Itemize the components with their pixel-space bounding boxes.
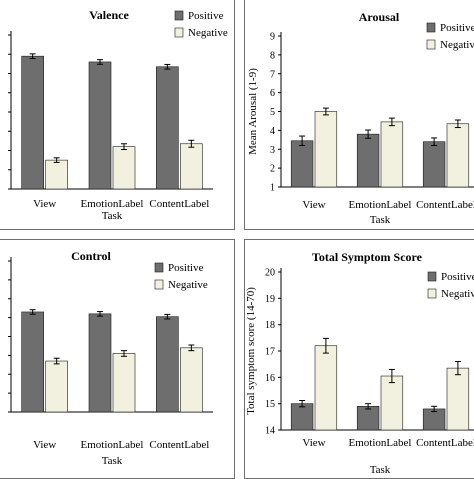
x-category-label: View [33,198,56,210]
y-tick-label: 20 [265,268,275,279]
bar-positive-emotionlabel [356,406,380,431]
bar-negative-view [45,360,68,413]
bar-positive-emotionlabel [88,313,112,413]
bar-positive-contentlabel [422,141,446,188]
bar-negative-emotionlabel [380,121,404,188]
x-category-label: EmotionLabel [349,437,412,449]
legend-swatch-negative [154,279,164,290]
legend-label-positive: Positive [168,262,204,274]
bar-positive-emotionlabel [88,61,112,190]
x-axis-label: Task [102,455,123,467]
y-tick-label: 2 [270,164,275,175]
legend-label-positive: Positive [440,22,474,34]
legend-label-positive: Positive [441,271,474,283]
x-category-label: ContentLabel [149,198,209,210]
y-tick-label: 16 [265,373,275,384]
legend-label-negative: Negative [441,288,474,300]
bar-positive-emotionlabel [356,133,380,188]
y-tick-label: 9 [270,32,275,43]
x-category-label: EmotionLabel [349,199,412,211]
bar-positive-view [290,140,314,188]
y-tick-label: 8 [270,50,275,61]
bar-positive-view [21,311,44,413]
bar-positive-contentlabel [156,66,179,190]
y-axis-label: Mean Arousal (1-9) [247,68,259,155]
arousal-title: Arousal [359,10,400,24]
legend-swatch-negative [427,288,437,299]
total-symptom-score-chart-svg: Total Symptom Score 14 15 16 17 18 19 20 Total s… [245,250,474,476]
arousal-chart: Arousal 1 2 3 4 5 6 7 8 9 Mean Arousal (1-9) View Em… [244,0,474,230]
bar-positive-contentlabel [156,316,179,413]
x-category-label: ContentLabel [416,437,474,449]
legend-swatch-positive [426,22,436,33]
x-category-label: View [302,437,325,449]
legend-swatch-positive [154,262,164,273]
arousal-chart-svg: Arousal 1 2 3 4 5 6 7 8 9 Mean Arousal (1-9) View Em… [247,10,474,226]
y-tick-label: 7 [270,69,275,80]
x-axis-label: Task [370,214,391,226]
valence-chart-svg: Valence View EmotionLabel ContentLabel Task P… [8,8,228,222]
total-symptom-score-chart: Total Symptom Score 14 15 16 17 18 19 20 Total s… [244,239,474,479]
y-tick-label: 19 [265,294,275,305]
bar-negative-emotionlabel [112,353,136,413]
valence-title: Valence [89,8,129,22]
legend-swatch-positive [174,10,184,21]
y-tick-label: 14 [265,426,275,437]
legend-swatch-positive [427,271,437,282]
bar-negative-emotionlabel [380,375,404,431]
x-category-label: ContentLabel [416,199,474,211]
total-symptom-score-title: Total Symptom Score [312,250,423,264]
y-tick-label: 3 [270,145,275,156]
bar-negative-contentlabel [446,367,470,431]
y-tick-label: 1 [270,183,275,194]
x-category-label: EmotionLabel [81,198,144,210]
legend-swatch-negative [174,27,184,38]
y-axis-label: Total symptom score (14-70) [245,287,257,415]
x-category-label: View [302,199,325,211]
control-title: Control [71,249,111,263]
y-tick-label: 17 [265,347,275,358]
y-tick-label: 4 [270,126,275,137]
bar-negative-view [314,111,338,188]
legend-label-positive: Positive [188,10,224,22]
control-chart-svg: Control View EmotionLabel ContentLabel Task P… [8,249,213,467]
bar-negative-emotionlabel [112,146,136,190]
x-axis-label: Task [370,464,391,476]
x-category-label: EmotionLabel [81,439,144,451]
y-tick-label: 5 [270,107,275,118]
x-category-label: View [33,439,56,451]
bar-positive-contentlabel [422,408,446,431]
y-tick-label: 18 [265,320,275,331]
legend-swatch-negative [426,39,436,50]
legend-label-negative: Negative [440,39,474,51]
legend-label-negative: Negative [168,279,208,291]
x-category-label: ContentLabel [149,439,209,451]
x-axis-label: Task [102,210,123,222]
bar-negative-view [314,345,338,431]
valence-chart: Valence View EmotionLabel ContentLabel Task P… [0,0,235,230]
bar-positive-view [21,55,44,190]
bar-negative-contentlabel [446,123,470,188]
control-chart: Control View EmotionLabel ContentLabel Task P… [0,239,235,479]
bar-negative-contentlabel [180,143,203,190]
bar-negative-contentlabel [180,347,203,413]
y-tick-label: 6 [270,88,275,99]
legend-label-negative: Negative [188,27,228,39]
y-tick-label: 15 [265,399,275,410]
bar-positive-view [290,403,314,431]
bar-negative-view [45,159,68,190]
